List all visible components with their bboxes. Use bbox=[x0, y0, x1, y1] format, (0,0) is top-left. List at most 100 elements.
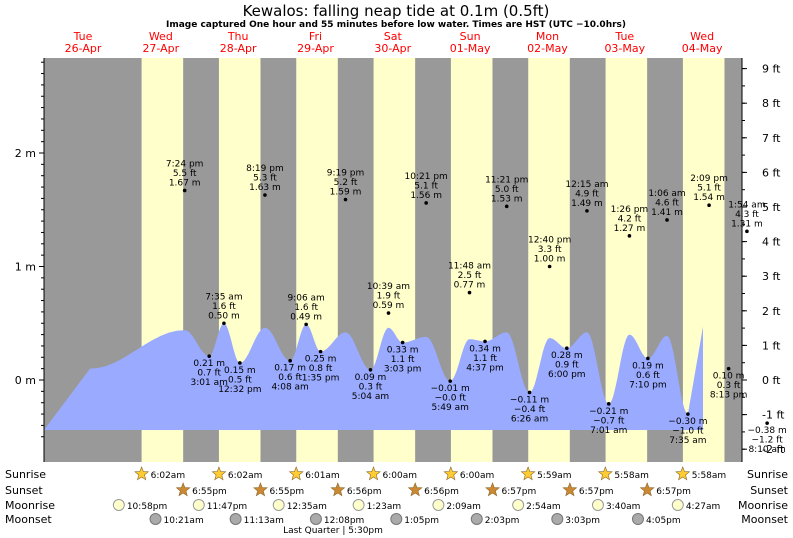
moonrise-time: 2:54am bbox=[526, 502, 561, 512]
tide-label: 0.21 m bbox=[193, 359, 225, 369]
tide-label: −0.0 ft bbox=[435, 394, 467, 404]
day-name: Fri bbox=[309, 30, 322, 43]
tide-label: 1:35 pm bbox=[302, 374, 340, 384]
sunrise-icon bbox=[365, 466, 381, 481]
sunrise-time: 6:01am bbox=[305, 471, 340, 481]
sunrise-icon bbox=[211, 466, 227, 481]
tide-label: 5.1 ft bbox=[414, 181, 438, 191]
tide-point bbox=[627, 234, 632, 238]
moon-phase: Last Quarter | 5:30pm bbox=[283, 526, 383, 536]
moonrise-time: 12:35am bbox=[287, 502, 327, 512]
tide-point bbox=[606, 402, 611, 406]
moonset-icon bbox=[551, 513, 564, 525]
sunset-icon bbox=[252, 482, 268, 497]
moonset-icon bbox=[390, 513, 403, 525]
tide-label: 1.9 ft bbox=[377, 292, 401, 302]
right-tick-label: -2 ft bbox=[762, 443, 785, 456]
sunrise-time: 6:02am bbox=[151, 471, 186, 481]
sunset-icon bbox=[330, 482, 346, 497]
tide-label: −0.4 ft bbox=[514, 405, 546, 415]
tide-label: 0.15 m bbox=[224, 366, 256, 376]
sunrise-icon bbox=[443, 466, 459, 481]
tide-label: 4.2 ft bbox=[618, 214, 642, 224]
tide-label: 4:08 am bbox=[271, 383, 308, 393]
sunset-icon bbox=[562, 482, 578, 497]
sunset-time: 6:56pm bbox=[424, 487, 459, 497]
chart-subtitle: Image captured One hour and 55 minutes b… bbox=[166, 20, 626, 30]
moonset-time: 2:03pm bbox=[485, 516, 520, 526]
moonset-time: 10:21am bbox=[164, 516, 204, 526]
tide-label: 7:01 am bbox=[590, 426, 627, 436]
day-name: Thu bbox=[227, 30, 249, 43]
moonrise-time: 2:09am bbox=[446, 502, 481, 512]
tide-point bbox=[467, 290, 472, 295]
moonset-time: 3:03pm bbox=[565, 516, 600, 526]
tide-label: 1.63 m bbox=[249, 183, 281, 193]
tide-point bbox=[483, 339, 487, 344]
tide-label: 5.0 ft bbox=[495, 185, 519, 195]
moonrise-icon bbox=[272, 499, 285, 511]
tide-point bbox=[665, 218, 669, 222]
moonrise-icon bbox=[591, 499, 604, 511]
sunset-icon bbox=[175, 482, 191, 497]
tide-point bbox=[765, 421, 769, 425]
sunrise-label-left: Sunrise bbox=[5, 468, 46, 481]
tide-point bbox=[646, 356, 650, 361]
tide-label: 2:09 pm bbox=[690, 174, 728, 184]
tide-label: 12:40 pm bbox=[528, 236, 571, 246]
tide-label: 0.17 m bbox=[274, 364, 306, 374]
sunset-icon bbox=[639, 482, 655, 497]
tide-point bbox=[547, 264, 552, 269]
tide-label: 5:04 am bbox=[352, 392, 389, 402]
sunset-label-right: Sunset bbox=[750, 484, 788, 497]
tide-point bbox=[686, 412, 690, 416]
day-name: Tue bbox=[73, 30, 93, 43]
tide-point bbox=[745, 229, 749, 234]
sunrise-icon bbox=[134, 466, 150, 481]
tide-label: 0.28 m bbox=[551, 351, 583, 361]
tide-label: 8:19 pm bbox=[246, 164, 284, 174]
tide-label: 5:49 am bbox=[432, 403, 469, 413]
moonrise-icon bbox=[112, 499, 125, 511]
tide-label: −0.30 m bbox=[668, 417, 707, 427]
day-date: 27-Apr bbox=[142, 42, 179, 55]
tide-label: −0.38 m bbox=[748, 426, 787, 436]
tide-point bbox=[238, 361, 242, 365]
tide-point bbox=[343, 197, 348, 202]
moonset-icon bbox=[470, 513, 483, 525]
tide-label: 7:24 pm bbox=[166, 159, 204, 169]
tide-point bbox=[182, 188, 187, 193]
chart-title: Kewalos: falling neap tide at 0.1m (0.5f… bbox=[243, 2, 550, 20]
sunrise-time: 6:00am bbox=[382, 471, 417, 481]
tide-label: 9:06 am bbox=[287, 293, 324, 303]
tide-label: 7:35 am bbox=[669, 436, 706, 446]
sunset-time: 6:57pm bbox=[579, 487, 614, 497]
tide-label: 1.00 m bbox=[534, 255, 566, 265]
tide-label: 0.9 ft bbox=[555, 361, 579, 371]
sunset-label-left: Sunset bbox=[5, 484, 43, 497]
tide-label: 0.8 ft bbox=[309, 364, 333, 374]
tide-point bbox=[504, 204, 509, 209]
tide-label: −0.01 m bbox=[431, 384, 470, 394]
tide-label: 1.56 m bbox=[410, 191, 442, 201]
tide-label: −0.11 m bbox=[510, 395, 549, 405]
day-date: 02-May bbox=[527, 42, 568, 55]
tide-label: 1:06 am bbox=[648, 189, 685, 199]
tide-point bbox=[585, 209, 589, 213]
right-tick-label: 6 ft bbox=[762, 166, 781, 179]
moonrise-time: 4:27am bbox=[686, 502, 721, 512]
day-name: Wed bbox=[690, 30, 714, 43]
tide-label: 0.6 ft bbox=[636, 371, 660, 381]
sun-moon-rows: Sunrise Sunrise Sunset Sunset Moonrise Moonri… bbox=[5, 466, 789, 536]
tide-label: 5.3 ft bbox=[253, 173, 277, 183]
left-tick-label: 1 m bbox=[15, 261, 36, 274]
moonset-time: 12:08pm bbox=[324, 516, 364, 526]
day-name: Tue bbox=[614, 30, 634, 43]
moonrise-label-right: Moonrise bbox=[738, 499, 788, 512]
tide-label: 0.7 ft bbox=[197, 369, 221, 379]
axes: 2 m 1 m 0 m 9 ft 8 ft 7 ft 6 ft 5 ft 4 ft 3 ft 2 f… bbox=[15, 58, 785, 462]
tide-label: 12:15 am bbox=[565, 180, 608, 190]
tide-label: 0.59 m bbox=[373, 301, 405, 311]
tide-label: 0.3 ft bbox=[717, 381, 741, 391]
tide-label: 0.25 m bbox=[305, 355, 337, 365]
